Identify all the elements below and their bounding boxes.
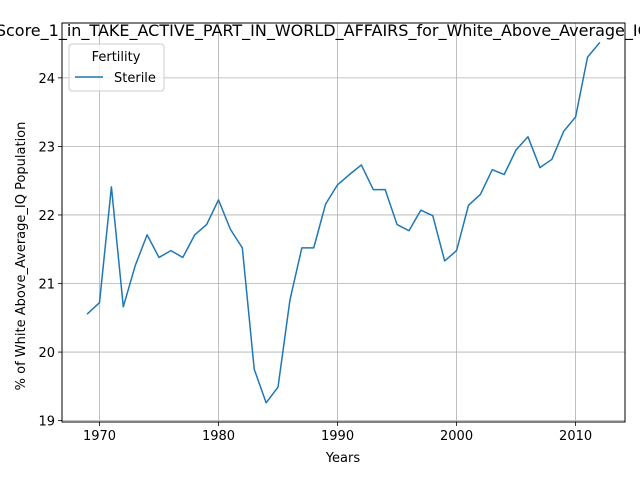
x-tick-label: 2000 xyxy=(440,429,473,444)
x-tick-label: 1990 xyxy=(321,429,354,444)
y-tick-label: 21 xyxy=(38,278,55,293)
x-tick-label: 1970 xyxy=(83,429,116,444)
y-tick-label: 19 xyxy=(38,415,55,430)
legend-title: Fertility xyxy=(92,50,141,65)
x-tick-label: 2010 xyxy=(559,429,592,444)
y-tick-label: 24 xyxy=(38,72,55,87)
x-tick-label: 1980 xyxy=(202,429,235,444)
x-axis-label: Years xyxy=(325,451,361,466)
y-axis-label: % of White Above_Average_IQ Population xyxy=(14,122,29,391)
legend: Fertility Sterile xyxy=(69,44,164,91)
chart-title: Score_1_in_TAKE_ACTIVE_PART_IN_WORLD_AFF… xyxy=(0,21,640,41)
legend-label-sterile: Sterile xyxy=(114,71,156,86)
y-tick-label: 20 xyxy=(38,346,55,361)
y-tick-label: 23 xyxy=(38,140,55,155)
y-tick-label: 22 xyxy=(38,209,55,224)
